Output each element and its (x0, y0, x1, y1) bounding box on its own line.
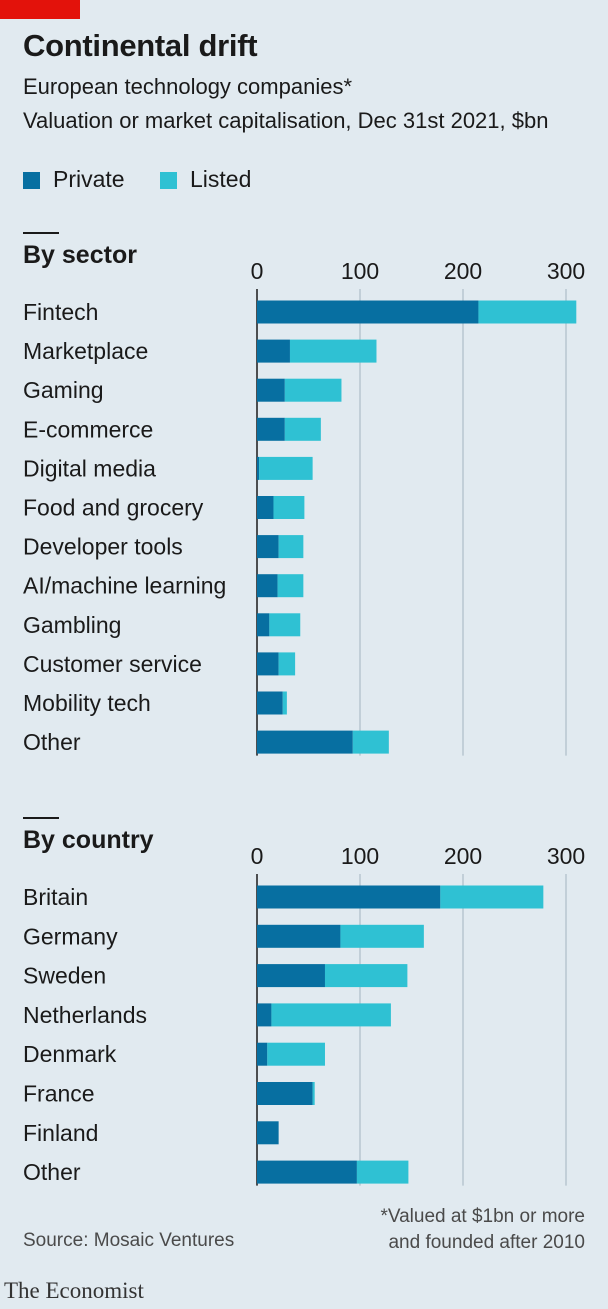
brand-tag (0, 0, 80, 19)
category-label-denmark: Denmark (23, 1041, 117, 1067)
category-label-gaming: Gaming (23, 377, 104, 403)
category-label-finland: Finland (23, 1120, 98, 1146)
x-tick-label-0: 0 (251, 258, 264, 284)
chart-subtitle: European technology companies* (23, 74, 353, 99)
category-label-gambling: Gambling (23, 612, 121, 638)
bar-listed-digital-media (259, 456, 313, 480)
bar-private-food-and-grocery (257, 496, 274, 519)
category-label-marketplace: Marketplace (23, 338, 148, 364)
bar-private-developer-tools (257, 535, 279, 559)
bar-listed-germany (340, 924, 424, 948)
x-tick-label-100: 100 (341, 258, 379, 284)
bar-private-customer-service (257, 652, 279, 676)
x-tick-label-0: 0 (251, 843, 264, 869)
legend-swatch-listed (160, 172, 177, 189)
category-label-food-and-grocery: Food and grocery (23, 495, 204, 521)
bar-listed-denmark (267, 1042, 325, 1066)
country-section-title: By country (23, 826, 154, 854)
bar-private-gaming (257, 378, 285, 402)
footnote-line-1: *Valued at $1bn or more (380, 1206, 585, 1227)
x-tick-label-100: 100 (341, 843, 379, 869)
x-tick-label-200: 200 (444, 843, 482, 869)
bar-listed-gambling (269, 613, 301, 637)
sector-chart: 0 100 200 300 Fintech Marketplace Gaming E-comm… (23, 258, 585, 756)
bar-private-other (257, 1160, 357, 1184)
category-label-sweden: Sweden (23, 963, 106, 989)
bar-private-marketplace (257, 339, 290, 363)
bar-private-other (257, 730, 353, 754)
footnote: *Valued at $1bn or more and founded afte… (380, 1204, 585, 1256)
category-label-ai-machine-learning: AI/machine learning (23, 573, 226, 599)
category-label-e-commerce: E-commerce (23, 416, 153, 442)
chart-title: Continental drift (23, 28, 258, 63)
bar-listed-ai-machine-learning (277, 574, 304, 598)
category-label-britain: Britain (23, 884, 88, 910)
x-tick-label-300: 300 (547, 258, 585, 284)
category-label-mobility-tech: Mobility tech (23, 690, 151, 716)
bar-listed-france (312, 1082, 315, 1105)
bar-private-sweden (257, 964, 325, 988)
category-label-netherlands: Netherlands (23, 1002, 147, 1028)
bar-private-ai-machine-learning (257, 574, 278, 598)
category-label-customer-service: Customer service (23, 651, 202, 677)
bar-listed-sweden (324, 964, 408, 988)
bar-listed-mobility-tech (282, 691, 287, 715)
bar-listed-customer-service (278, 652, 296, 676)
x-tick-label-200: 200 (444, 258, 482, 284)
category-label-digital-media: Digital media (23, 455, 156, 481)
sector-section-title: By sector (23, 241, 137, 269)
legend-label-listed: Listed (190, 166, 252, 192)
country-chart: 0 100 200 300 Britain Germany Sweden Netherland… (23, 843, 585, 1186)
bar-listed-other (352, 730, 389, 754)
category-label-germany: Germany (23, 923, 118, 949)
economist-logo: The Economist (4, 1278, 144, 1303)
bar-listed-food-and-grocery (273, 496, 305, 519)
bar-listed-netherlands (271, 1003, 391, 1027)
bar-private-fintech (257, 300, 479, 324)
bar-private-e-commerce (257, 417, 285, 441)
chart-description: Valuation or market capitalisation, Dec … (23, 108, 549, 133)
bar-private-finland (257, 1121, 279, 1145)
category-label-fintech: Fintech (23, 299, 98, 325)
legend-label-private: Private (53, 166, 125, 192)
bar-listed-e-commerce (284, 417, 321, 441)
bar-listed-developer-tools (278, 535, 304, 559)
legend-swatch-private (23, 172, 40, 189)
bar-private-gambling (257, 613, 270, 637)
category-label-other: Other (23, 729, 81, 755)
bar-private-germany (257, 924, 341, 948)
footnote-line-2: and founded after 2010 (388, 1232, 585, 1253)
bar-private-britain (257, 885, 441, 909)
x-tick-label-300: 300 (547, 843, 585, 869)
bar-listed-gaming (284, 378, 342, 402)
sector-section-rule (23, 232, 59, 234)
bar-private-denmark (257, 1042, 268, 1066)
country-section-rule (23, 817, 59, 819)
bar-private-netherlands (257, 1003, 272, 1027)
bar-private-digital-media (257, 456, 260, 480)
bar-listed-marketplace (289, 339, 377, 363)
source-note: Source: Mosaic Ventures (23, 1230, 235, 1251)
category-label-developer-tools: Developer tools (23, 534, 183, 560)
bar-listed-fintech (478, 300, 577, 324)
bar-private-mobility-tech (257, 691, 283, 715)
bar-listed-other (356, 1160, 409, 1184)
category-label-other: Other (23, 1159, 81, 1185)
category-label-france: France (23, 1081, 95, 1107)
bar-private-france (257, 1082, 313, 1105)
bar-listed-britain (440, 885, 544, 909)
